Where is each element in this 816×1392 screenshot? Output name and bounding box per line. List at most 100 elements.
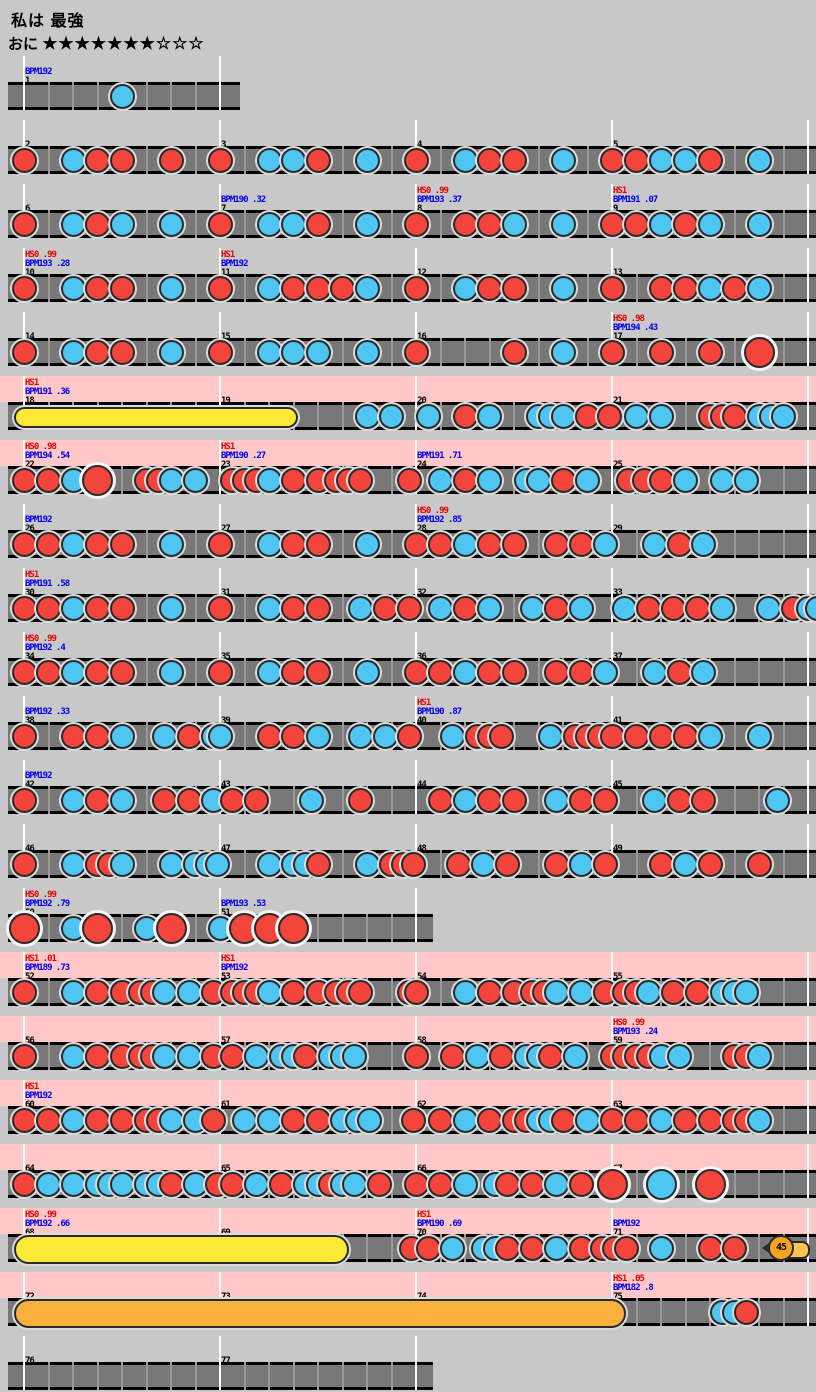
note-don <box>11 723 37 749</box>
bpm-label: BPM190 .32 <box>221 195 266 205</box>
note-ka <box>158 851 184 877</box>
chart-row: 2 3 4 5 <box>0 120 816 176</box>
note-don <box>519 1235 545 1261</box>
note-don <box>305 211 331 237</box>
measure-number: 73 <box>221 1292 231 1302</box>
chart-row: HS1 BPM192 60 61 62 63 <box>0 1080 816 1136</box>
beat-line <box>47 274 50 302</box>
note-ka <box>477 595 502 621</box>
note-ka <box>452 531 478 557</box>
measure-line <box>219 696 221 750</box>
note-ka <box>60 211 86 237</box>
note-ka <box>256 147 282 173</box>
note-don <box>401 1107 427 1133</box>
measure-number: 19 <box>221 396 231 406</box>
measure-number: 23 <box>221 460 231 470</box>
beat-line <box>782 722 785 750</box>
hs-label: HS0 .99 <box>417 186 449 196</box>
measure-number: 9 <box>613 204 619 214</box>
beat-line <box>782 978 785 1006</box>
chart-row: 14 15 16 HS0 .98 BPM194 .43 17 <box>0 312 816 368</box>
measure-number: 8 <box>417 204 423 214</box>
note-don <box>244 787 270 813</box>
measure-line <box>415 632 417 686</box>
bpm-label: BPM192 <box>221 259 248 269</box>
note-don <box>673 211 698 237</box>
note-don <box>85 595 110 621</box>
note-don <box>477 275 502 301</box>
bpm-label: BPM192 <box>25 1091 52 1101</box>
track-border-bottom <box>8 107 240 110</box>
note-ka <box>428 595 453 621</box>
measure-line <box>219 440 221 494</box>
note-ka <box>697 275 723 301</box>
measure-number: 33 <box>613 588 623 598</box>
beat-line <box>96 1362 99 1390</box>
beat-line <box>782 210 785 238</box>
note-ka <box>648 147 674 173</box>
chart-row: BPM192 1 <box>0 56 816 112</box>
note-ka <box>691 531 717 557</box>
note-don <box>85 531 110 557</box>
chart-row: 76 77 <box>0 1336 816 1392</box>
chart-row: HS1 BPM191 .36 18 19 20 21 <box>0 376 816 432</box>
note-don <box>697 339 723 365</box>
measure-number: 60 <box>25 1100 35 1110</box>
beat-line <box>758 1170 760 1198</box>
note-ka <box>109 851 135 877</box>
note-ka <box>281 147 306 173</box>
note-don <box>207 531 233 557</box>
note-don <box>305 531 331 557</box>
note-don <box>452 211 478 237</box>
bpm-label: BPM190 .27 <box>221 451 266 461</box>
measure-line <box>415 760 417 814</box>
note-don-big <box>596 1168 628 1200</box>
beat-line <box>782 658 785 686</box>
bpm-label: BPM182 .8 <box>613 1283 654 1293</box>
measure-line <box>23 824 25 878</box>
beat-line <box>47 1042 50 1070</box>
track-border-bottom <box>8 1131 816 1134</box>
note-ka <box>452 979 478 1005</box>
measure-line <box>23 1144 25 1198</box>
note-ka <box>176 1043 202 1069</box>
track-border-bottom <box>8 171 816 174</box>
beat-line <box>782 1106 785 1134</box>
beat-line <box>243 850 246 878</box>
note-ka <box>568 851 594 877</box>
beat-line <box>341 530 344 558</box>
hs-label: HS0 .99 <box>417 506 449 516</box>
beat-line <box>145 210 148 238</box>
note-ka <box>109 211 135 237</box>
beat-line <box>537 210 540 238</box>
note-ka <box>805 595 816 621</box>
beat-line <box>341 594 344 622</box>
note-ka <box>642 659 668 685</box>
note-don <box>176 723 202 749</box>
beat-line <box>341 722 344 750</box>
beat-line <box>635 658 638 686</box>
note-don <box>495 1235 521 1261</box>
beat-line <box>243 1362 246 1390</box>
measure-number: 58 <box>417 1036 427 1046</box>
note-don <box>477 659 502 685</box>
beat-line <box>341 914 344 942</box>
note-ka <box>642 787 668 813</box>
note-ka <box>256 211 282 237</box>
measure-line <box>807 760 809 814</box>
beat-line <box>733 850 736 878</box>
measure-line <box>23 504 25 558</box>
note-ka <box>544 1235 570 1261</box>
note-don <box>36 467 61 493</box>
measure-line <box>23 248 25 302</box>
bpm-label: BPM194 .43 <box>613 323 658 333</box>
note-don <box>597 403 623 429</box>
measure-number: 20 <box>417 396 427 406</box>
hs-label: HS1 <box>417 698 431 708</box>
measure-number: 12 <box>417 268 427 278</box>
beat-line <box>635 1298 638 1326</box>
note-don <box>176 787 202 813</box>
measure-number: 2 <box>25 140 31 150</box>
measure-line <box>611 760 613 814</box>
note-ka <box>550 403 576 429</box>
